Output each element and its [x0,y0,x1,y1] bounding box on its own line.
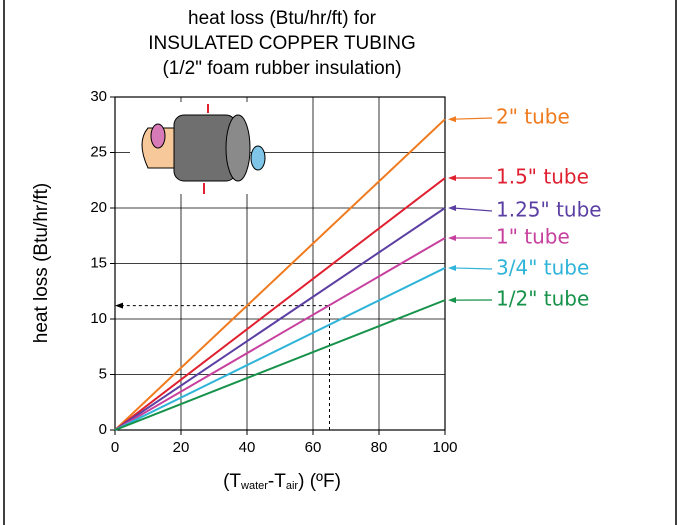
label-arrow [448,297,456,304]
x-label-part: -T [268,471,286,492]
x-tick-label: 40 [239,439,256,456]
y-tick-label: 30 [90,88,107,105]
x-label-part: ) (ºF) [298,471,341,492]
label-arrow [448,205,456,211]
series-line [114,237,446,431]
x-label-sub: air [286,480,299,492]
y-tick-label: 5 [99,365,107,382]
label-leader [452,267,493,270]
chart-title: INSULATED COPPER TUBING [148,33,415,54]
y-tick-label: 15 [90,254,107,271]
label-arrow [448,175,456,182]
series-label: 1.5" tube [496,165,589,189]
chart-title: (1/2" foam rubber insulation) [162,58,401,79]
series-line [114,118,446,431]
series-label: 1" tube [496,225,570,249]
series-label: 1/2" tube [496,287,589,311]
annotation-arrow [115,302,123,309]
x-label-sub: water [240,480,268,492]
x-axis-label: (Twater-Tair) (ºF) [223,471,341,492]
series-line [114,299,446,431]
y-tick-label: 0 [99,421,107,438]
series-label: 1.25" tube [496,198,602,222]
x-label-part: (T [223,471,241,492]
label-leader [452,207,493,212]
series-line [114,207,446,431]
x-tick-label: 20 [173,439,190,456]
y-axis-label: heat loss (Btu/hr/ft) [31,183,52,344]
series-line [114,177,446,431]
y-tick-label: 25 [90,143,107,160]
x-tick-label: 100 [432,439,457,456]
x-tick-label: 60 [305,439,322,456]
label-arrow [448,234,456,241]
water-left [150,123,166,149]
water-right [250,145,266,171]
x-tick-label: 0 [111,439,119,456]
label-leader [452,117,493,120]
y-tick-label: 20 [90,199,107,216]
x-tick-label: 80 [371,439,388,456]
chart-title: heat loss (Btu/hr/ft) for [188,8,377,29]
label-arrow [448,116,456,123]
insulation-end [225,114,251,182]
label-arrow [448,264,456,271]
series-label: 2" tube [496,105,570,129]
pipe-icon [130,102,266,194]
y-tick-label: 10 [90,310,107,327]
series-label: 3/4" tube [496,256,589,280]
series-line [114,267,446,431]
